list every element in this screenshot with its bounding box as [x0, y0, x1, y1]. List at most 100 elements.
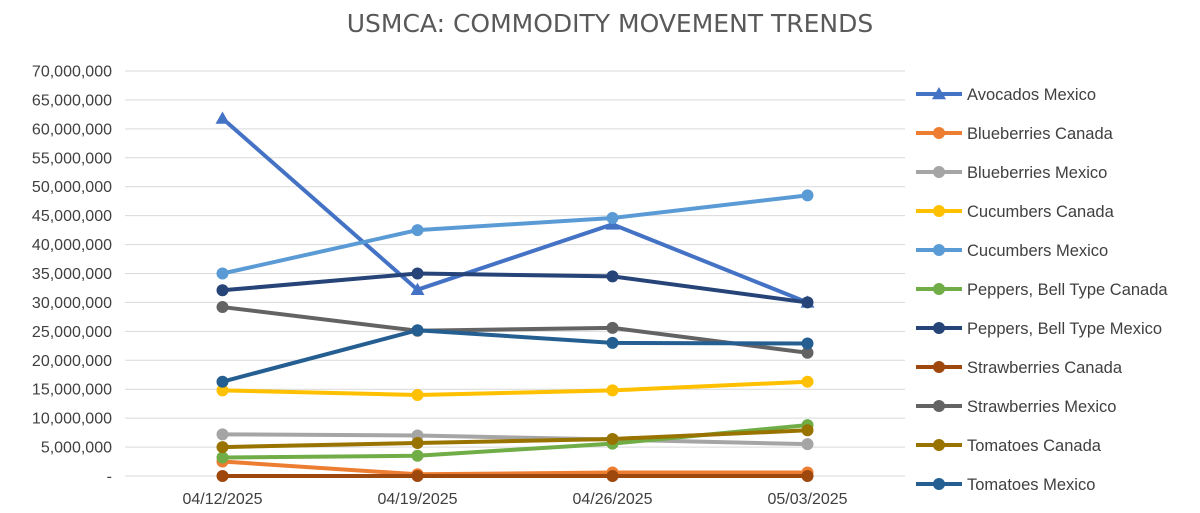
- data-point-strawberries-mexico: [606, 321, 619, 334]
- series-peppers-bell-type-mexico: [216, 267, 814, 309]
- legend-item-avocados-mexico: Avocados Mexico: [916, 86, 1096, 104]
- series-line-tomatoes-mexico: [220, 328, 810, 384]
- series-tomatoes-mexico: [216, 324, 814, 388]
- legend-item-tomatoes-mexico: Tomatoes Mexico: [916, 476, 1095, 494]
- data-point-strawberries-mexico: [801, 346, 814, 359]
- legend-marker: [933, 478, 945, 490]
- legend-marker: [933, 322, 945, 334]
- y-tick-label: 5,000,000: [41, 440, 112, 457]
- y-tick-label: 55,000,000: [32, 150, 112, 167]
- legend-marker: [933, 361, 945, 373]
- series-line-peppers-bell-type-mexico: [220, 271, 810, 305]
- x-tick-label: 04/19/2025: [377, 491, 457, 508]
- y-tick-label: 10,000,000: [32, 411, 112, 428]
- data-point-peppers-bell-type-canada: [216, 451, 229, 464]
- legend-label: Strawberries Canada: [967, 359, 1123, 377]
- series-cucumbers-mexico: [216, 189, 814, 280]
- legend-item-strawberries-mexico: Strawberries Mexico: [916, 398, 1116, 416]
- legend: Avocados Mexico Blueberries Canada Blueber…: [916, 86, 1168, 494]
- data-point-blueberries-mexico: [801, 438, 814, 451]
- legend-label: Peppers, Bell Type Mexico: [967, 320, 1162, 338]
- legend-item-peppers-bell-type-canada: Peppers, Bell Type Canada: [916, 281, 1168, 299]
- y-tick-label: 15,000,000: [32, 382, 112, 399]
- x-tick-label: 04/12/2025: [182, 491, 262, 508]
- data-point-tomatoes-canada: [801, 424, 814, 437]
- series-line-cucumbers-canada: [220, 379, 810, 397]
- legend-marker: [933, 127, 945, 139]
- data-point-tomatoes-canada: [216, 441, 229, 454]
- data-point-peppers-bell-type-mexico: [216, 284, 229, 297]
- data-point-peppers-bell-type-canada: [411, 449, 424, 462]
- series-line-blueberries-mexico: [220, 432, 810, 447]
- gridlines: [125, 70, 905, 477]
- y-tick-label: 25,000,000: [32, 324, 112, 341]
- data-point-cucumbers-mexico: [606, 211, 619, 224]
- series-strawberries-mexico: [216, 301, 814, 359]
- data-point-strawberries-canada: [411, 470, 424, 482]
- series-strawberries-canada: [216, 470, 814, 482]
- data-point-peppers-bell-type-mexico: [606, 270, 619, 283]
- series-line-avocados-mexico: [220, 116, 810, 305]
- y-tick-label: 45,000,000: [32, 208, 112, 225]
- legend-item-peppers-bell-type-mexico: Peppers, Bell Type Mexico: [916, 320, 1162, 338]
- y-tick-label: -: [107, 469, 112, 486]
- legend-label: Cucumbers Canada: [967, 203, 1115, 221]
- series-tomatoes-canada: [216, 424, 814, 454]
- data-point-tomatoes-mexico: [606, 336, 619, 349]
- legend-marker: [933, 166, 945, 178]
- legend-label: Avocados Mexico: [967, 86, 1096, 104]
- legend-item-blueberries-canada: Blueberries Canada: [916, 125, 1114, 143]
- legend-label: Cucumbers Mexico: [967, 242, 1108, 260]
- legend-marker: [933, 244, 945, 256]
- legend-item-tomatoes-canada: Tomatoes Canada: [916, 437, 1102, 455]
- data-point-strawberries-canada: [801, 470, 814, 482]
- legend-label: Blueberries Mexico: [967, 164, 1107, 182]
- chart-title: USMCA: COMMODITY MOVEMENT TRENDS: [347, 9, 874, 38]
- data-point-cucumbers-canada: [606, 384, 619, 397]
- data-point-strawberries-canada: [216, 470, 229, 482]
- data-point-cucumbers-canada: [411, 389, 424, 401]
- data-point-avocados-mexico: [410, 282, 425, 295]
- data-point-strawberries-mexico: [216, 301, 229, 314]
- legend-label: Blueberries Canada: [967, 125, 1114, 143]
- data-point-blueberries-mexico: [216, 428, 229, 441]
- data-point-cucumbers-mexico: [216, 267, 229, 280]
- legend-label: Tomatoes Canada: [967, 437, 1102, 455]
- y-tick-label: 65,000,000: [32, 92, 112, 109]
- data-point-peppers-bell-type-mexico: [411, 267, 424, 280]
- series-line-tomatoes-canada: [220, 428, 810, 450]
- legend-label: Peppers, Bell Type Canada: [967, 281, 1168, 299]
- legend-item-cucumbers-canada: Cucumbers Canada: [916, 203, 1115, 221]
- x-tick-label: 04/26/2025: [572, 491, 652, 508]
- y-axis-tick-labels: - 5,000,000 10,000,000 15,000,000 20,000,000…: [32, 64, 112, 486]
- legend-item-blueberries-mexico: Blueberries Mexico: [916, 164, 1107, 182]
- data-point-tomatoes-canada: [606, 432, 619, 445]
- data-point-avocados-mexico: [215, 111, 230, 124]
- legend-marker: [933, 205, 945, 217]
- data-point-peppers-bell-type-mexico: [801, 296, 814, 309]
- y-tick-label: 60,000,000: [32, 121, 112, 138]
- data-point-tomatoes-mexico: [216, 375, 229, 388]
- legend-label: Tomatoes Mexico: [967, 476, 1095, 494]
- y-tick-label: 30,000,000: [32, 295, 112, 312]
- legend-marker: [933, 400, 945, 412]
- series-line-blueberries-canada: [220, 459, 810, 477]
- legend-marker: [932, 87, 946, 100]
- data-point-tomatoes-canada: [411, 437, 424, 450]
- series-line-strawberries-mexico: [220, 305, 810, 355]
- series-avocados-mexico: [215, 111, 815, 308]
- data-point-strawberries-canada: [606, 470, 619, 482]
- y-tick-label: 40,000,000: [32, 237, 112, 254]
- data-point-cucumbers-mexico: [411, 224, 424, 237]
- series-line-cucumbers-mexico: [220, 193, 810, 276]
- series-cucumbers-canada: [216, 375, 814, 401]
- x-tick-label: 05/03/2025: [767, 491, 847, 508]
- data-point-cucumbers-mexico: [801, 189, 814, 202]
- legend-marker: [933, 283, 945, 295]
- data-point-tomatoes-mexico: [411, 324, 424, 337]
- data-point-cucumbers-canada: [216, 384, 229, 397]
- x-axis-tick-labels: 04/12/2025 04/19/2025 04/26/2025 05/03/2025: [182, 491, 847, 508]
- series-layer: [215, 111, 815, 482]
- y-tick-label: 20,000,000: [32, 353, 112, 370]
